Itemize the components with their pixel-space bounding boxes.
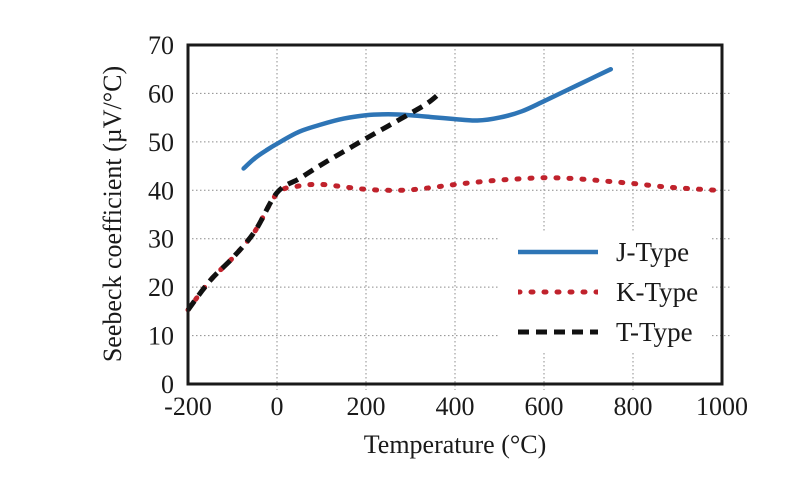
x-tick-label: 600: [525, 392, 564, 421]
y-tick-label: 30: [148, 225, 174, 254]
x-tick-label: 0: [271, 392, 284, 421]
t-type-line-swatch: [518, 329, 598, 335]
y-tick-label: 10: [148, 322, 174, 351]
y-tick-label: 70: [148, 31, 174, 60]
x-axis-title: Temperature (°C): [363, 430, 547, 459]
j-type-line-swatch: [518, 249, 598, 255]
x-tick-label: 1000: [696, 392, 748, 421]
x-tick-label: -200: [164, 392, 212, 421]
j-type-curve: [241, 66, 614, 171]
y-tick-label: 0: [161, 370, 174, 399]
legend: J-Type K-Type T-Type: [498, 232, 712, 352]
y-tick-label: 20: [148, 273, 174, 302]
y-axis-title: Seebeck coefficient (µV/°C): [98, 65, 127, 363]
x-tick-label: 800: [614, 392, 653, 421]
legend-label-t-type: T-Type: [616, 316, 693, 347]
x-tick-label: 400: [436, 392, 475, 421]
y-tick-label: 60: [148, 79, 174, 108]
legend-label-k-type: K-Type: [616, 276, 699, 307]
y-tick-label: 50: [148, 128, 174, 157]
t-type-curve: [185, 89, 444, 312]
plot-border: [186, 43, 724, 386]
legend-item-j-type: J-Type: [518, 232, 712, 272]
legend-item-t-type: T-Type: [518, 312, 712, 352]
x-tick-label: 200: [347, 392, 386, 421]
y-tick-label: 40: [148, 176, 174, 205]
legend-item-k-type: K-Type: [518, 272, 712, 312]
k-type-line-swatch: [518, 289, 598, 295]
legend-label-j-type: J-Type: [616, 236, 690, 267]
